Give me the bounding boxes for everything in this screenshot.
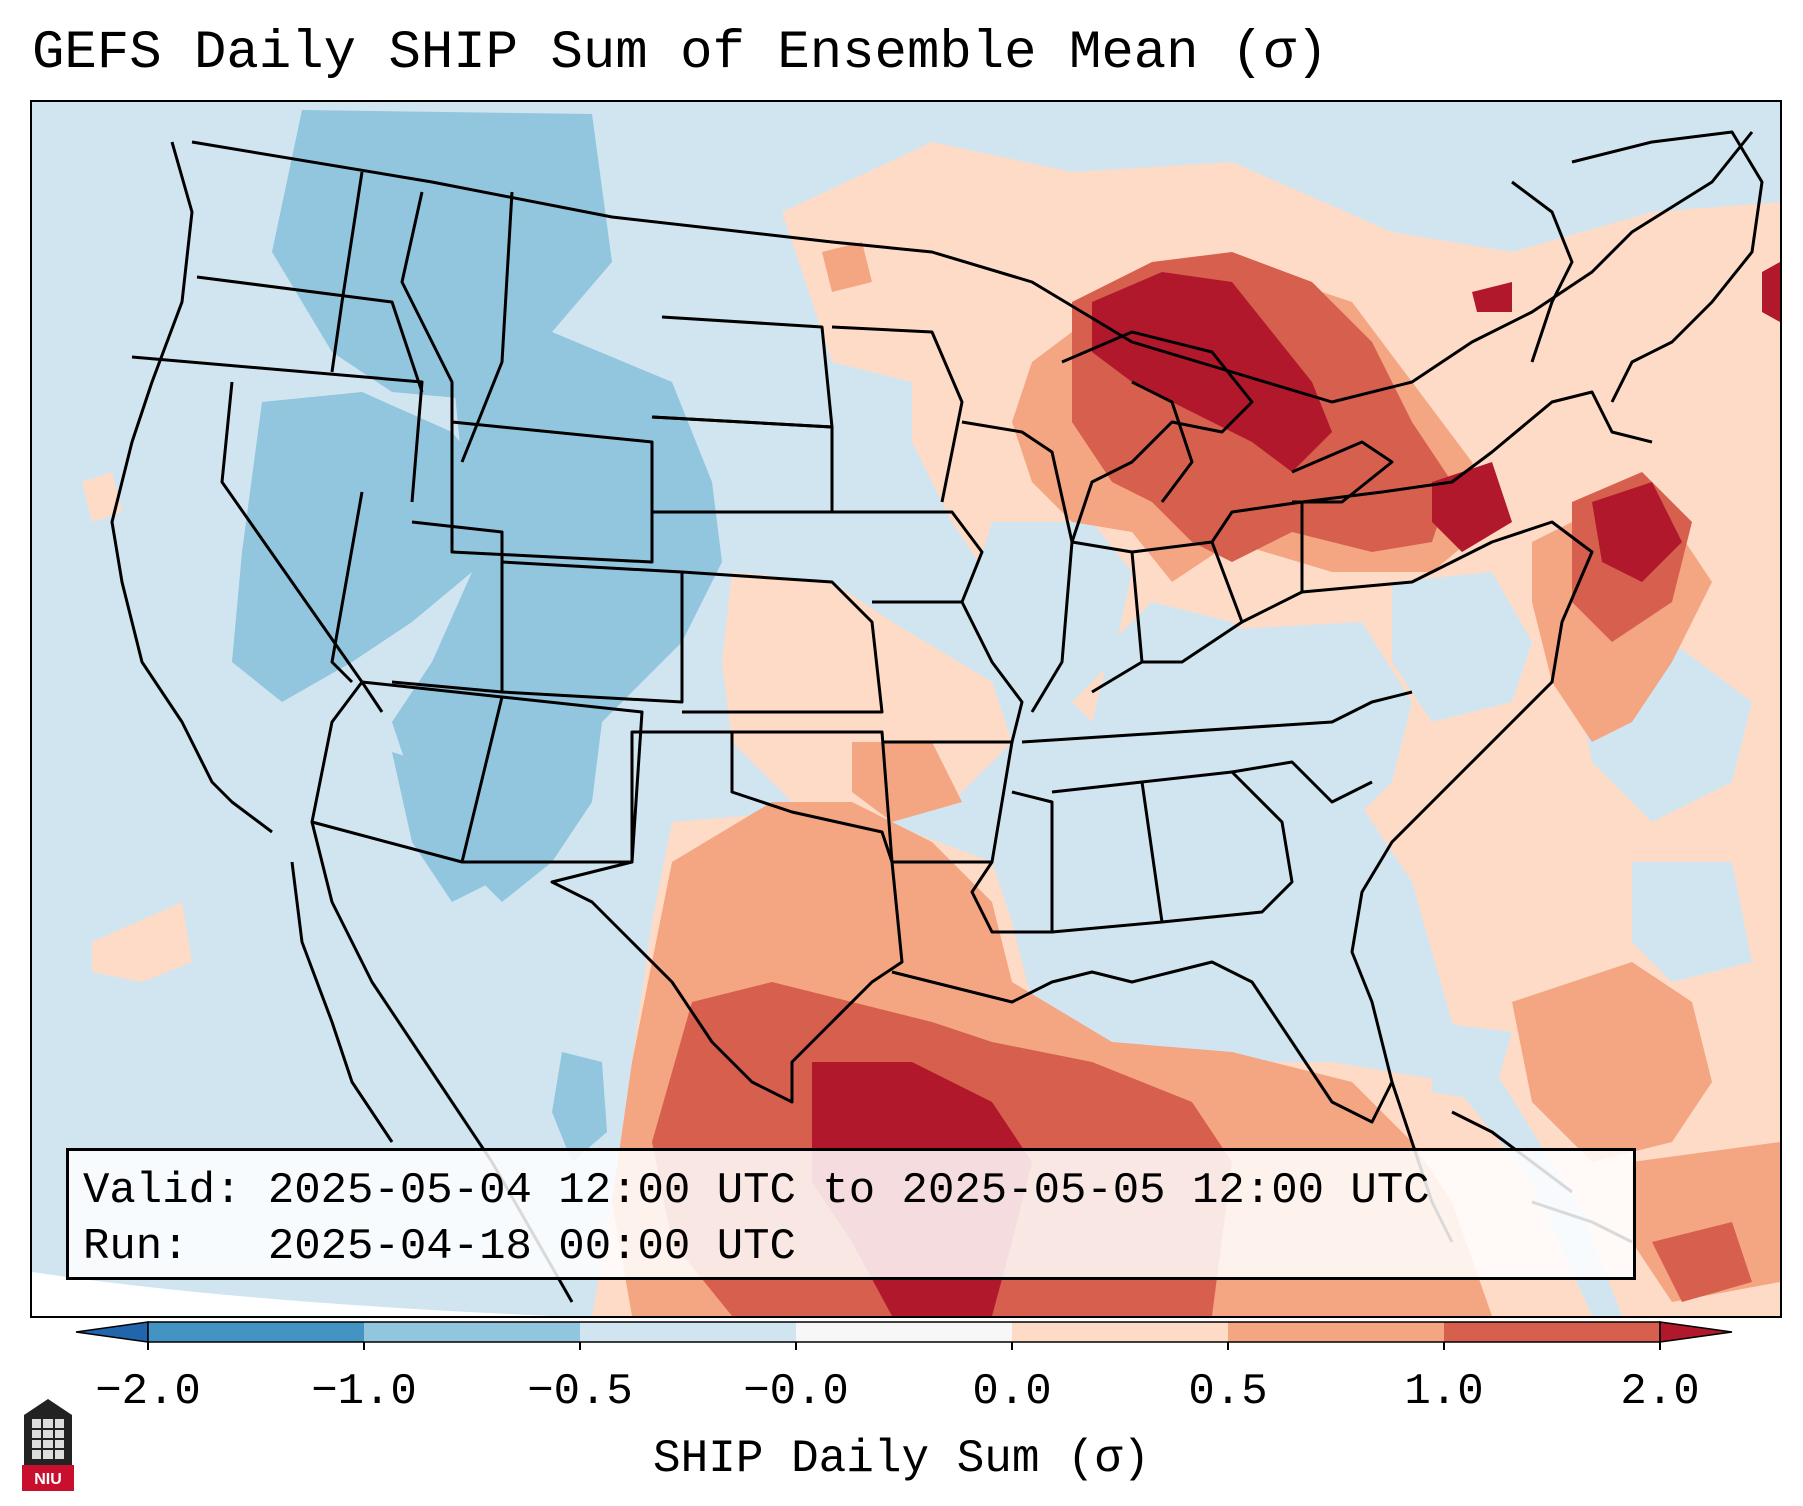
colorbar-extend-high [1659, 1321, 1733, 1343]
valid-value: 2025-05-04 12:00 UTC to 2025-05-05 12:00… [267, 1166, 1430, 1216]
colorbar-tick-label: 1.0 [1404, 1367, 1484, 1417]
colorbar-tick-label: −0.5 [527, 1367, 633, 1417]
colorbar-segment [1444, 1322, 1660, 1342]
svg-text:NIU: NIU [34, 1471, 62, 1488]
colorbar-tick-label: 0.5 [1188, 1367, 1268, 1417]
colorbar-extend-low [75, 1321, 149, 1343]
chart-title: GEFS Daily SHIP Sum of Ensemble Mean (σ) [32, 23, 1329, 84]
valid-label: Valid: [83, 1166, 242, 1216]
run-value: 2025-04-18 00:00 UTC [267, 1222, 796, 1272]
run-info-box: Valid: 2025-05-04 12:00 UTC to 2025-05-0… [66, 1148, 1636, 1280]
colorbar-segment [148, 1322, 364, 1342]
run-label: Run: [83, 1222, 189, 1272]
colorbar-tick-label: −1.0 [311, 1367, 417, 1417]
colorbar-segment [364, 1322, 580, 1342]
colorbar-tick-label: −2.0 [95, 1367, 201, 1417]
niu-logo: NIU [22, 1399, 74, 1491]
colorbar-tick-label: −0.0 [743, 1367, 849, 1417]
colorbar-title: SHIP Daily Sum (σ) [653, 1433, 1150, 1485]
colorbar [75, 1321, 1733, 1350]
colorbar-segment [1228, 1322, 1444, 1342]
colorbar-tick-label: 0.0 [972, 1367, 1052, 1417]
colorbar-segment [796, 1322, 1012, 1342]
colorbar-segment [580, 1322, 796, 1342]
colorbar-tick-label: 2.0 [1620, 1367, 1700, 1417]
colorbar-segment [1012, 1322, 1228, 1342]
negative-anomaly-regions [232, 110, 1462, 1162]
